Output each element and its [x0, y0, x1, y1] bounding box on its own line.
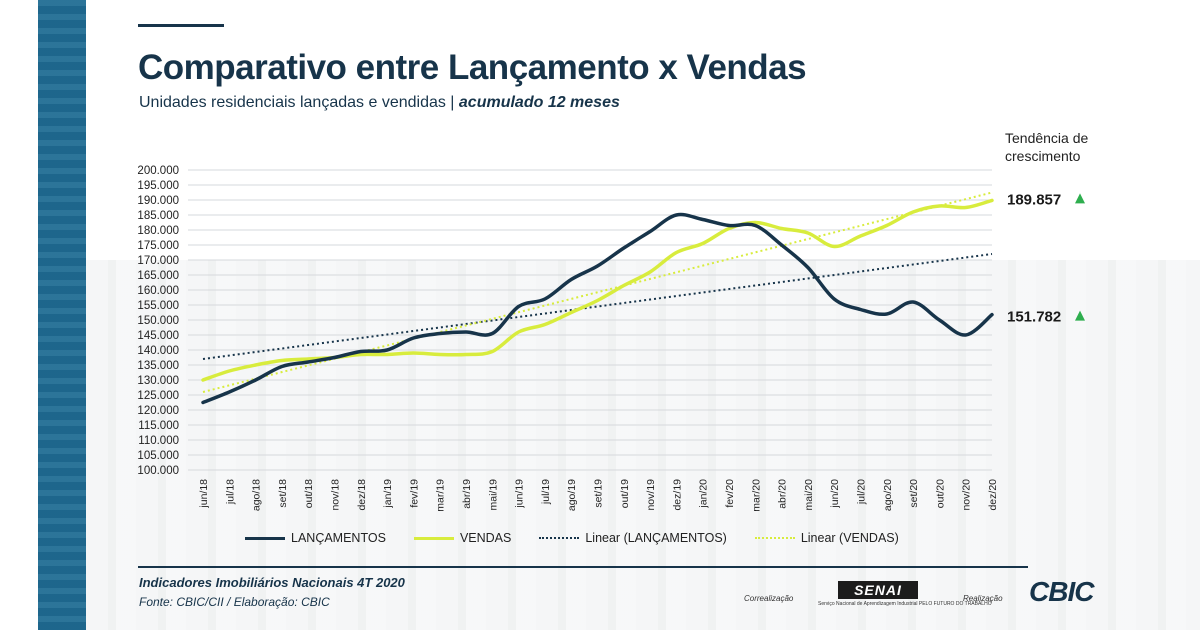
y-tick-label: 100.000	[137, 465, 179, 477]
x-tick-label: ago/18	[251, 479, 263, 511]
x-tick-label: ago/20	[882, 479, 894, 511]
legend-item-lancamentos: LANÇAMENTOS	[245, 531, 386, 545]
legend-swatch-linear-lancamentos	[539, 537, 580, 539]
x-tick-label: mai/20	[803, 479, 815, 511]
footer-divider	[138, 566, 1028, 568]
cbic-logo: CBIC	[1029, 576, 1094, 607]
legend-item-vendas: VENDAS	[413, 531, 512, 545]
x-tick-label: mar/19	[435, 479, 447, 512]
senai-logo: SENAI	[838, 581, 918, 599]
x-tick-label: out/20	[934, 479, 946, 508]
x-tick-label: ago/19	[566, 479, 578, 511]
x-tick-label: fev/20	[724, 479, 736, 508]
correalizacao-label: Correalização	[744, 594, 794, 603]
page-title: Comparativo entre Lançamento x Vendas	[138, 48, 807, 87]
left-bar-texture	[38, 0, 86, 630]
y-tick-label: 170.000	[137, 255, 179, 267]
x-tick-label: out/19	[619, 479, 631, 508]
up-arrow-icon	[1075, 193, 1085, 204]
y-tick-label: 150.000	[137, 315, 179, 327]
y-tick-label: 130.000	[137, 375, 179, 387]
senai-logo-block: SENAI Serviço Nacional de Aprendizagem I…	[818, 581, 992, 607]
y-tick-label: 165.000	[137, 270, 179, 282]
annotations-layer: 189.857 151.782	[1007, 191, 1085, 326]
x-tick-label: nov/18	[330, 479, 342, 511]
footer-source: Fonte: CBIC/CII / Elaboração: CBIC	[139, 595, 330, 609]
x-tick-label: jun/19	[514, 479, 526, 509]
subtitle-main: Unidades residenciais lançadas e vendida…	[139, 94, 459, 111]
trend-label: Tendência de crescimento	[1005, 130, 1089, 164]
x-tick-label: nov/19	[645, 479, 657, 511]
x-axis-ticks: jun/18 jul/18 ago/18 set/18 out/18 nov/18 dez/…	[198, 479, 999, 512]
legend-item-linear-vendas: Linear (VENDAS)	[754, 531, 899, 545]
x-tick-label: jul/20	[856, 479, 868, 505]
y-axis-ticks: 100.000 105.000 110.000 115.000 120.000 125.0…	[137, 165, 179, 477]
page-subtitle: Unidades residenciais lançadas e vendida…	[139, 94, 620, 112]
x-tick-label: set/18	[277, 479, 289, 508]
y-tick-label: 115.000	[138, 420, 179, 432]
x-tick-label: dez/19	[671, 479, 683, 511]
grid-layer	[188, 169, 992, 471]
y-tick-label: 185.000	[137, 210, 179, 222]
x-tick-label: dez/20	[987, 479, 999, 511]
y-tick-label: 125.000	[137, 390, 179, 402]
y-tick-label: 155.000	[137, 300, 179, 312]
x-tick-label: nov/20	[961, 479, 973, 511]
x-tick-label: mar/20	[750, 479, 762, 512]
x-tick-label: jul/18	[224, 479, 236, 505]
y-tick-label: 105.000	[137, 450, 179, 462]
y-tick-label: 180.000	[137, 225, 179, 237]
x-tick-label: jun/18	[198, 479, 210, 509]
background-cityscape	[86, 260, 1200, 630]
trendline-linear-lan-amentos	[202, 253, 993, 360]
y-tick-label: 135.000	[137, 360, 179, 372]
y-tick-label: 200.000	[137, 165, 179, 177]
x-tick-label: jul/19	[540, 479, 552, 505]
y-tick-label: 190.000	[137, 195, 179, 207]
senai-tagline: Serviço Nacional de Aprendizagem Industr…	[818, 601, 992, 607]
x-tick-label: fev/19	[408, 479, 420, 508]
x-tick-label: jun/20	[829, 479, 841, 509]
legend-swatch-vendas	[413, 536, 454, 540]
x-tick-label: mai/19	[487, 479, 499, 511]
title-accent-line	[138, 24, 224, 27]
legend-label-linear-vendas: Linear (VENDAS)	[800, 531, 899, 545]
legend-item-linear-lancamentos: Linear (LANÇAMENTOS)	[539, 531, 727, 545]
up-arrow-icon	[1075, 310, 1085, 321]
legend-label-lancamentos: LANÇAMENTOS	[291, 531, 386, 545]
x-tick-label: jan/20	[698, 479, 710, 509]
series-layer	[201, 191, 994, 405]
legend-label-linear-lancamentos: Linear (LANÇAMENTOS)	[585, 531, 727, 545]
y-tick-label: 140.000	[137, 345, 179, 357]
x-tick-label: dez/18	[356, 479, 368, 511]
end-value-label-vendas: 189.857	[1007, 191, 1061, 208]
subtitle-emphasis: acumulado 12 meses	[458, 94, 620, 111]
realizacao-label: Realização	[963, 594, 1003, 603]
y-tick-label: 160.000	[137, 285, 179, 297]
end-value-label-lan-amentos: 151.782	[1007, 309, 1061, 326]
x-tick-label: set/20	[908, 479, 920, 508]
y-tick-label: 110.000	[138, 435, 179, 447]
x-tick-label: out/18	[303, 479, 315, 508]
legend-label-vendas: VENDAS	[459, 531, 512, 545]
y-tick-label: 175.000	[137, 240, 179, 252]
trendline-linear-vendas	[202, 191, 993, 393]
legend-swatch-linear-vendas	[754, 537, 795, 539]
x-tick-label: abr/20	[777, 479, 789, 509]
x-tick-label: jan/19	[382, 479, 394, 509]
footer-publication: Indicadores Imobiliários Nacionais 4T 20…	[139, 575, 405, 590]
y-tick-label: 145.000	[137, 330, 179, 342]
x-tick-label: set/19	[593, 479, 605, 508]
y-tick-label: 195.000	[137, 180, 179, 192]
legend-swatch-lancamentos	[245, 536, 285, 540]
chart-legend: LANÇAMENTOS VENDAS Linear (LANÇAMENTOS) …	[245, 531, 927, 545]
x-tick-label: abr/19	[461, 479, 473, 509]
series-line-lan-amentos	[201, 212, 994, 405]
left-accent-bar	[38, 0, 86, 630]
y-tick-label: 120.000	[137, 405, 179, 417]
